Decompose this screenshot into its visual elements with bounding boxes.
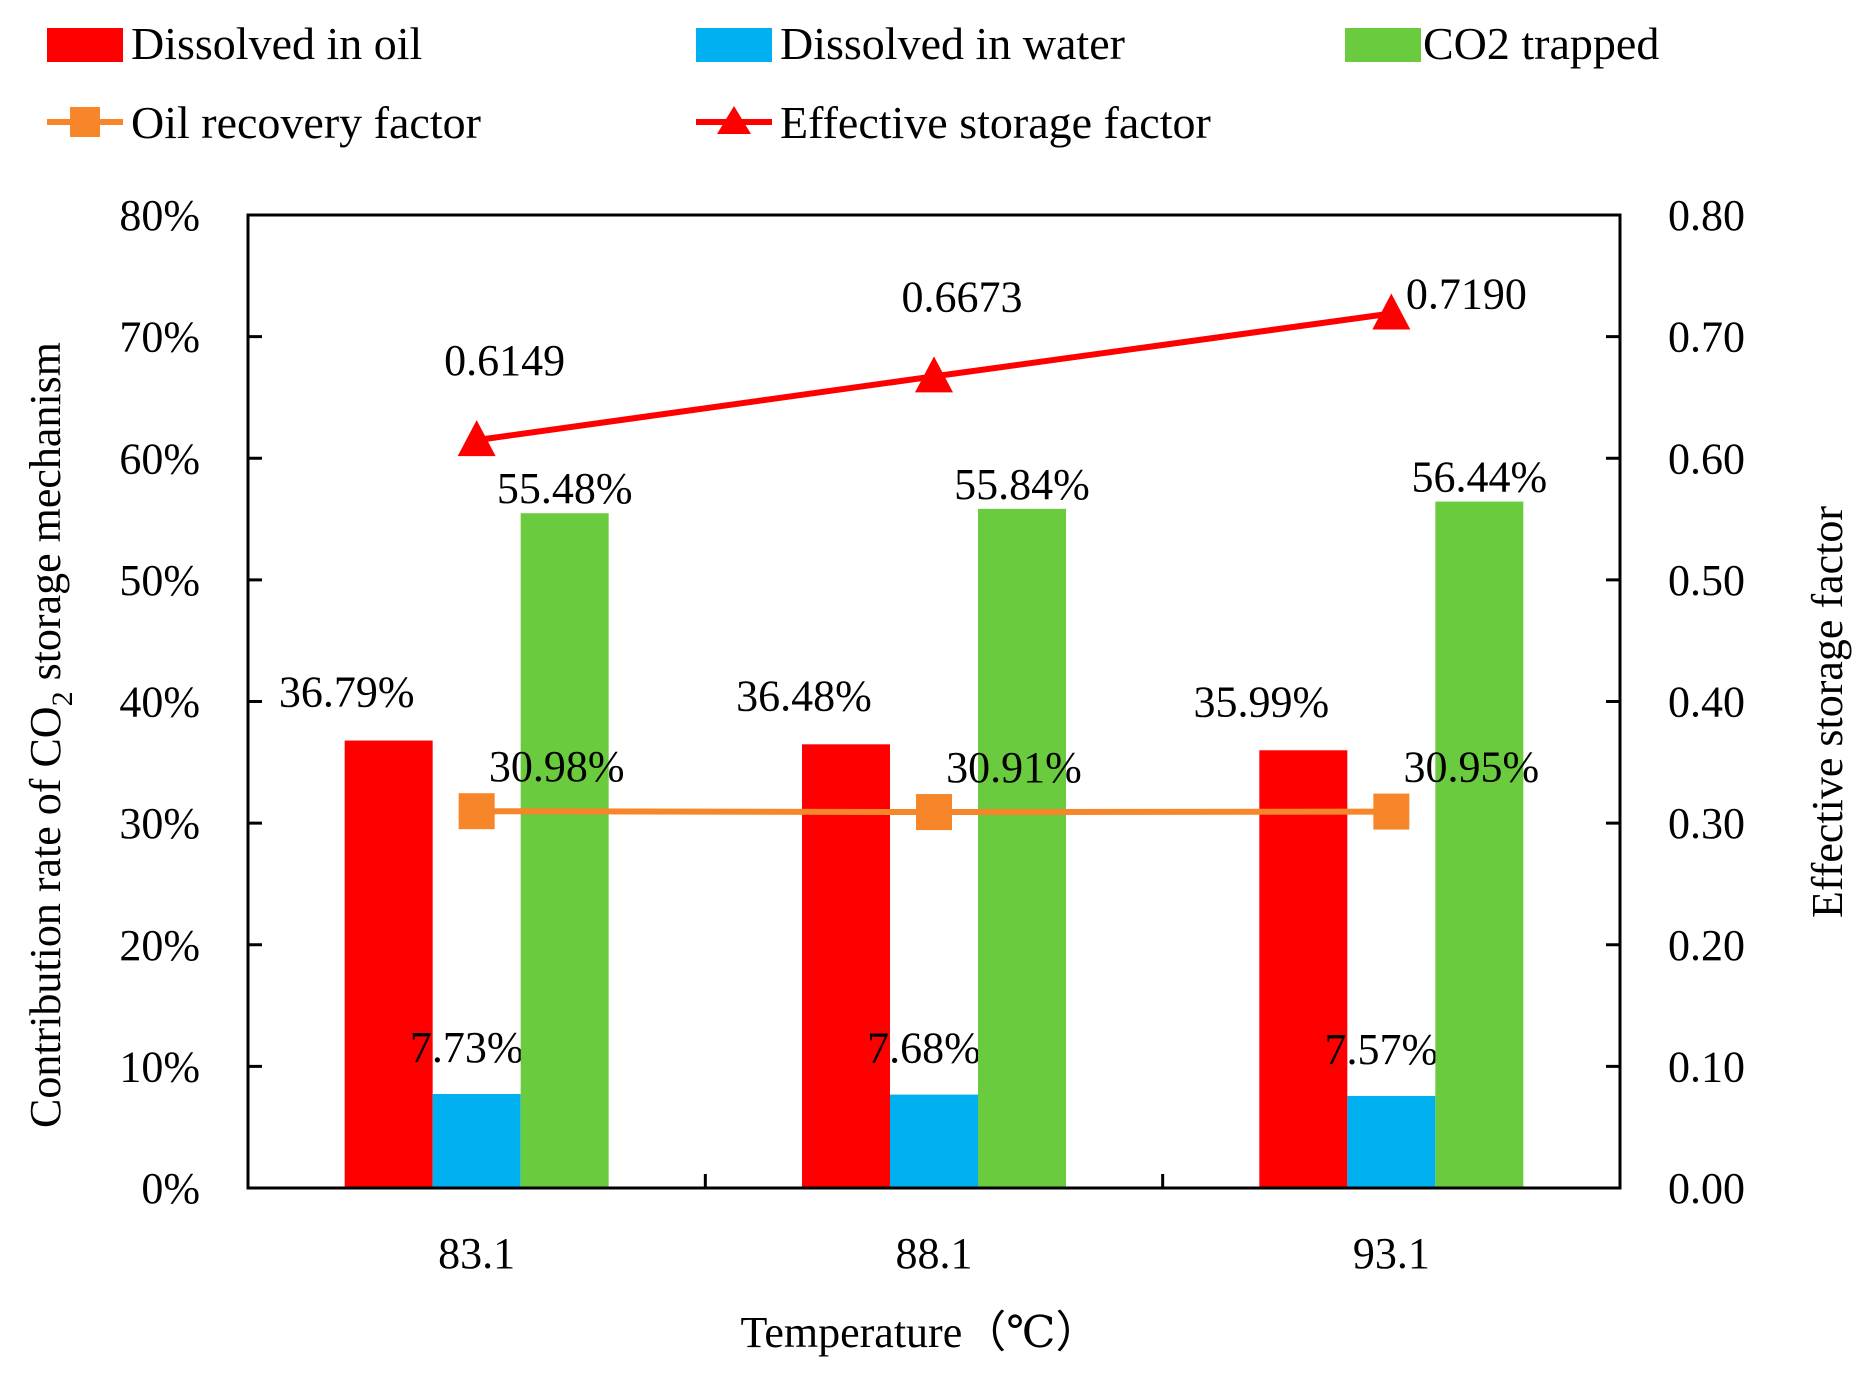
bar-label-trapped-2: 56.44% (1412, 453, 1548, 502)
y-right-tick-label-7: 0.70 (1668, 313, 1745, 362)
x-tick-label-0: 83.1 (438, 1229, 515, 1278)
bar-oil-0 (344, 740, 433, 1188)
y-left-tick-label-5: 50% (119, 556, 200, 605)
y-right-tick-label-6: 0.60 (1668, 434, 1745, 483)
bar-label-water-1: 7.68% (867, 1024, 981, 1073)
bar-oil-1 (802, 744, 890, 1188)
y-right-tick-label-3: 0.30 (1668, 799, 1745, 848)
y-axis-left-title-post: storage mechanism (21, 342, 70, 691)
marker-recovery-0 (458, 793, 495, 830)
y-left-tick-label-7: 70% (119, 313, 200, 362)
y-left-tick-label-1: 10% (119, 1042, 200, 1091)
bar-oil-2 (1259, 750, 1348, 1188)
bar-trapped-2 (1435, 501, 1524, 1189)
y-left-tick-label-0: 0% (141, 1164, 200, 1213)
bar-trapped-1 (978, 508, 1066, 1188)
y-left-tick-label-6: 60% (119, 434, 200, 483)
label-recovery-2: 30.95% (1404, 743, 1540, 792)
bar-label-water-0: 7.73% (410, 1023, 524, 1072)
y-axis-right-title: Effective storage factor (1803, 506, 1852, 918)
marker-storage-2 (1372, 293, 1411, 330)
bar-label-oil-1: 36.48% (736, 671, 872, 720)
label-recovery-0: 30.98% (489, 742, 625, 791)
legend-marker-recovery (70, 107, 100, 137)
y-axis-left-title-sub: 2 (46, 691, 79, 706)
y-left-tick-label-4: 40% (119, 678, 200, 727)
plot-area: 36.79% 36.48% 35.99% 7.73% 7.68% 7.57% 55.48% 5… (119, 191, 1745, 1278)
bar-water-1 (890, 1094, 978, 1188)
bar-label-water-2: 7.57% (1325, 1025, 1439, 1074)
y-right-tick-label-1: 0.10 (1668, 1042, 1745, 1091)
x-axis-title: Temperature（℃） (741, 1308, 1100, 1357)
x-tick-label-2: 93.1 (1353, 1229, 1430, 1278)
bar-label-oil-2: 35.99% (1194, 677, 1330, 726)
marker-recovery-1 (916, 794, 952, 831)
legend-label-storage: Effective storage factor (780, 97, 1211, 148)
y-left-tick-label-3: 30% (119, 799, 200, 848)
y-axis-left-title: Contribution rate of CO2 storage mechani… (21, 342, 79, 1128)
y-left-tick-label-2: 20% (119, 921, 200, 970)
y-axis-left-title-pre: Contribution rate of CO (21, 706, 70, 1128)
bar-water-0 (432, 1093, 521, 1188)
y-left-tick-label-8: 80% (119, 191, 200, 240)
legend-marker-storage (717, 106, 751, 134)
y-right-tick-label-2: 0.20 (1668, 921, 1745, 970)
label-storage-2: 0.7190 (1406, 270, 1527, 319)
y-right-tick-label-8: 0.80 (1668, 191, 1745, 240)
label-storage-1: 0.6673 (902, 272, 1023, 321)
legend-swatch-trapped (1345, 28, 1421, 62)
x-tick-label-1: 88.1 (896, 1229, 973, 1278)
legend-label-water: Dissolved in water (780, 18, 1125, 69)
bar-trapped-0 (520, 513, 609, 1188)
bar-label-trapped-1: 55.84% (954, 460, 1090, 509)
label-recovery-1: 30.91% (946, 743, 1082, 792)
legend: Dissolved in oil Dissolved in water CO2 … (47, 18, 1659, 148)
label-storage-0: 0.6149 (444, 336, 565, 385)
legend-label-oil: Dissolved in oil (131, 18, 422, 69)
legend-swatch-oil (47, 28, 123, 62)
bar-water-2 (1347, 1095, 1436, 1188)
marker-storage-1 (915, 356, 953, 393)
marker-recovery-2 (1373, 793, 1410, 830)
legend-label-recovery: Oil recovery factor (131, 97, 481, 148)
legend-label-trapped: CO2 trapped (1423, 18, 1659, 69)
y-right-tick-label-0: 0.00 (1668, 1164, 1745, 1213)
bar-label-trapped-0: 55.48% (497, 464, 633, 513)
marker-storage-0 (457, 420, 496, 457)
y-right-tick-label-4: 0.40 (1668, 678, 1745, 727)
y-right-tick-label-5: 0.50 (1668, 556, 1745, 605)
legend-swatch-water (696, 28, 772, 62)
bar-label-oil-0: 36.79% (279, 668, 415, 717)
